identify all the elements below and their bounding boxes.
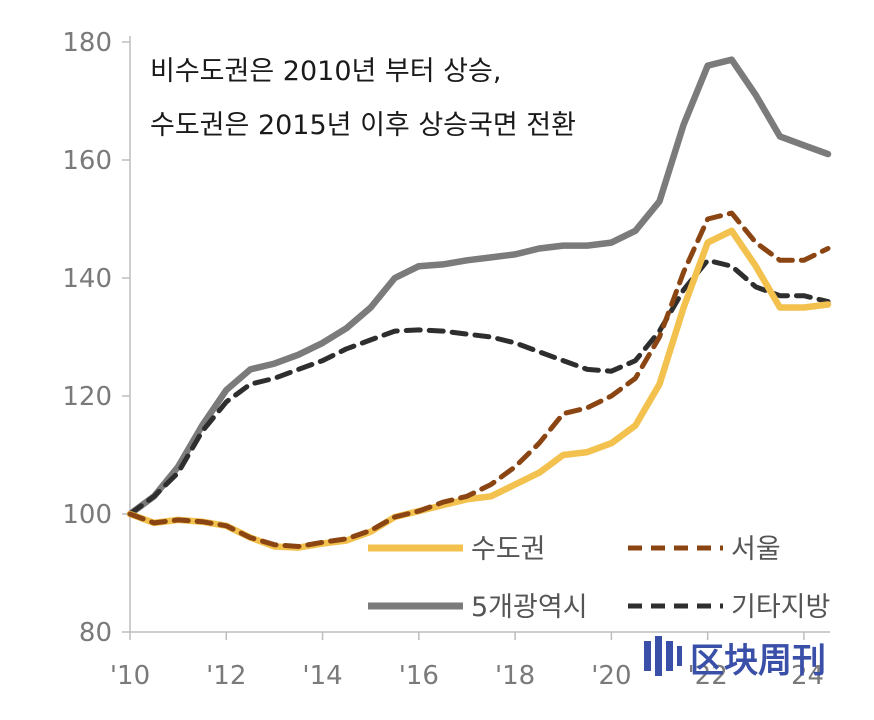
x-tick-label: '10 [110,661,150,691]
y-tick-label: 160 [62,146,112,176]
y-tick-label: 100 [62,500,112,530]
y-tick-label: 120 [62,382,112,412]
series-line-0 [126,227,832,551]
series-line-3 [127,257,831,517]
legend-label-2: 5개광역시 [471,592,588,623]
annotation-line-1: 비수도권은 2010년 부터 상승, [150,56,501,87]
annotation-line-2: 수도권은 2015년 이후 상승국면 전환 [150,110,576,141]
y-tick-label: 80 [79,618,112,648]
watermark-text: 区块周刊 [690,641,826,681]
watermark-logo-icon [644,636,682,676]
y-tick-label: 140 [62,264,112,294]
series-line-2 [126,56,832,518]
x-tick-label: '12 [206,661,246,691]
x-tick-label: '14 [302,661,342,691]
x-tick-label: '20 [591,661,631,691]
y-tick-label: 180 [62,28,112,58]
x-tick-label: '16 [399,661,439,691]
legend-label-3: 기타지방 [731,592,830,623]
x-tick-label: '18 [495,661,535,691]
watermark: 区块周刊 [644,636,826,681]
legend: 수도권 서울 5개광역시 기타지방 [368,534,830,623]
legend-label-1: 서울 [731,534,781,565]
x-tick-label: '22 [688,661,728,691]
legend-label-0: 수도권 [471,534,546,565]
annotation: 비수도권은 2010년 부터 상승, 수도권은 2015년 이후 상승국면 전환 [150,56,576,141]
axes: 80 100 120 140 160 180 '10 '12 '14 '16 '18 '20 '22 '2… [62,28,830,691]
series-layer [126,56,832,551]
x-tick-label: '24 [784,661,824,691]
series-line-1 [127,210,831,549]
